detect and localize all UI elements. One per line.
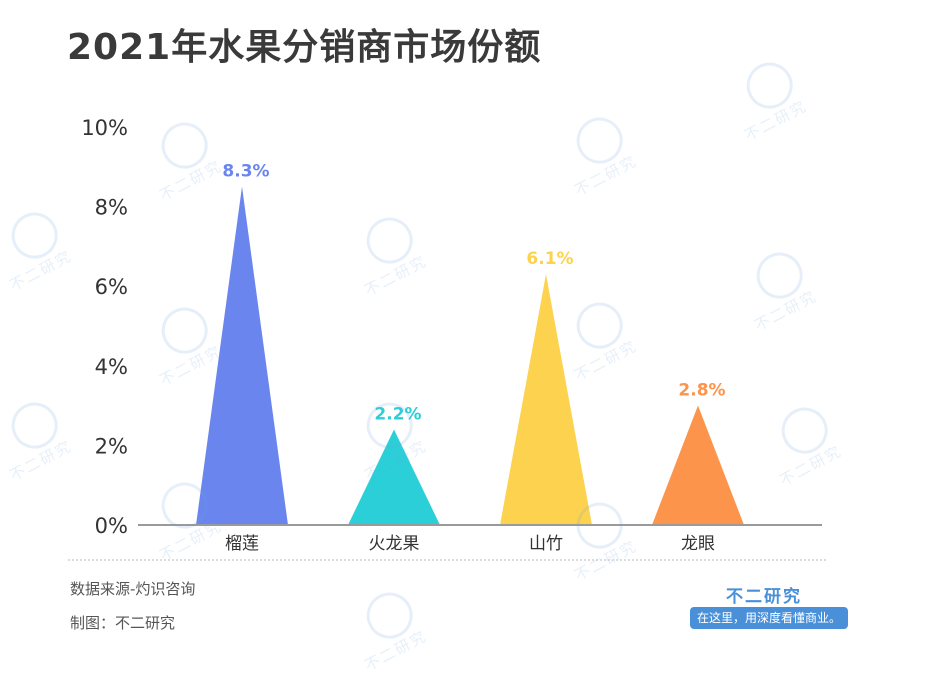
y-tick-label: 10% xyxy=(81,116,128,140)
y-tick-label: 4% xyxy=(95,355,128,379)
bar-triangle xyxy=(500,274,592,525)
y-tick-label: 8% xyxy=(95,196,128,220)
x-tick-label: 火龙果 xyxy=(369,534,420,554)
bar-triangle xyxy=(348,429,440,525)
y-tick-label: 2% xyxy=(95,434,128,458)
y-tick-label: 0% xyxy=(95,514,128,538)
y-tick-label: 6% xyxy=(95,275,128,299)
chart-svg: 0% 2% 4% 6% 8% 10% 8.3% 2.2% 6.1% 2.8% 榴莲 火龙果 山竹 龙眼 xyxy=(68,116,828,561)
data-label: 6.1% xyxy=(526,249,573,269)
source-text: 数据来源-灼识咨询 xyxy=(70,580,196,598)
data-label: 8.3% xyxy=(222,162,269,182)
brand-logo: 不二研究 xyxy=(726,587,802,607)
bar-triangle xyxy=(652,405,744,525)
data-label: 2.2% xyxy=(374,404,421,424)
made-by-text: 制图：不二研究 xyxy=(70,614,176,632)
x-tick-label: 山竹 xyxy=(529,534,563,554)
bar-triangle xyxy=(196,186,288,525)
data-label: 2.8% xyxy=(678,381,725,401)
brand-slogan: 在这里，用深度看懂商业。 xyxy=(690,607,848,629)
x-tick-label: 榴莲 xyxy=(225,534,259,554)
chart-title: 2021年水果分销商市场份额 xyxy=(67,27,542,68)
x-tick-label: 龙眼 xyxy=(681,534,715,554)
